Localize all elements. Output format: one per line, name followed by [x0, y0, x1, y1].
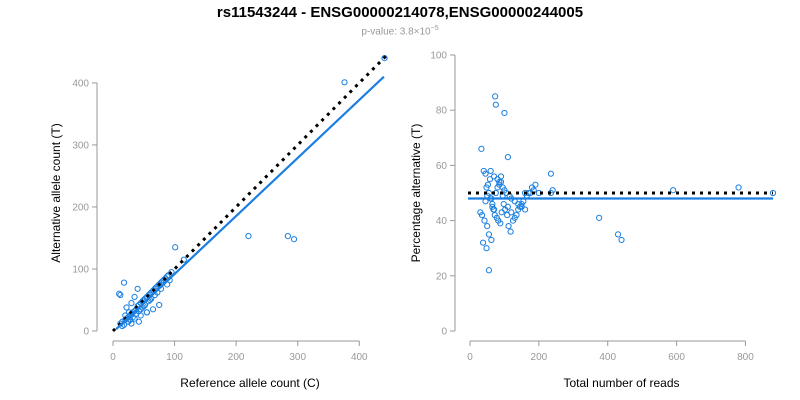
- left-data-point: [168, 268, 175, 276]
- right-y-tick-label: 100: [430, 51, 447, 62]
- right-x-axis-label: Total number of reads: [563, 376, 679, 390]
- left-data-point: [117, 291, 124, 299]
- left-data-point: [128, 320, 135, 327]
- right-data-point: [496, 178, 503, 186]
- left-y-tick-label: 400: [72, 78, 89, 89]
- right-data-point: [488, 236, 495, 244]
- right-data-point: [518, 200, 525, 208]
- right-data-point: [521, 189, 529, 197]
- left-x-tick-label: 300: [289, 352, 306, 363]
- right-data-point: [505, 223, 512, 230]
- right-data-point: [491, 206, 498, 213]
- left-data-point: [120, 279, 128, 286]
- right-data-point: [596, 214, 603, 221]
- left-data-point: [123, 304, 130, 311]
- right-x-tick-label: 400: [599, 352, 616, 363]
- right-scatter-panel: 0 20 40 60 80 100 0 200 400 600 800 Total number of…: [409, 51, 777, 390]
- right-data-point: [485, 267, 493, 274]
- right-data-point: [481, 217, 488, 224]
- right-data-point: [485, 231, 493, 238]
- right-data-point: [487, 167, 494, 175]
- right-y-tick-label: 40: [436, 216, 448, 227]
- right-x-tick-label: 800: [737, 352, 754, 363]
- right-data-point: [482, 170, 489, 177]
- p-value-text: p-value: 3.8×10: [361, 26, 431, 38]
- right-data-point: [497, 173, 505, 180]
- left-scatter-panel: 0 100 200 300 400 0 100 200 300 400 Reference alle…: [49, 53, 389, 390]
- right-data-point: [489, 200, 496, 208]
- right-data-point: [484, 223, 491, 230]
- chart-subtitle: p-value: 3.8×10−5: [0, 25, 800, 37]
- right-data-point: [478, 145, 485, 152]
- left-data-point: [156, 301, 163, 309]
- right-data-point: [507, 228, 514, 235]
- left-data-point: [135, 318, 142, 325]
- left-data-point: [245, 233, 252, 240]
- right-data-point: [494, 184, 501, 191]
- right-data-point: [769, 189, 777, 197]
- chart-title: rs11543244 - ENSG00000214078,ENSG0000024…: [216, 4, 584, 21]
- right-data-point: [735, 184, 742, 191]
- right-data-point: [532, 181, 539, 188]
- left-data-point: [134, 285, 141, 292]
- right-data-point: [504, 203, 511, 210]
- right-data-point: [504, 211, 511, 219]
- right-y-tick-label: 20: [436, 271, 448, 282]
- right-data-point: [498, 209, 505, 216]
- left-data-point: [116, 290, 123, 297]
- left-data-point: [290, 236, 298, 243]
- left-x-tick-label: 0: [110, 352, 116, 363]
- right-data-point: [492, 101, 499, 108]
- right-data-point: [497, 220, 504, 227]
- left-y-tick-label: 300: [72, 140, 89, 151]
- right-data-point: [614, 231, 622, 238]
- right-data-point: [492, 93, 499, 100]
- left-reference-line: [111, 53, 389, 333]
- right-y-tick-label: 80: [436, 106, 448, 117]
- right-data-point: [501, 109, 508, 117]
- left-data-point: [125, 318, 132, 325]
- left-y-tick-label: 0: [83, 327, 89, 338]
- left-data-point: [160, 277, 167, 284]
- right-x-tick-label: 200: [531, 352, 548, 363]
- right-x-tick-label: 600: [668, 352, 685, 363]
- left-data-point: [159, 278, 166, 285]
- right-data-point: [500, 200, 507, 208]
- right-data-point: [508, 209, 515, 216]
- right-y-axis-label: Percentage alternative (T): [409, 124, 423, 263]
- right-data-point: [477, 209, 484, 216]
- left-fit-line: [115, 75, 385, 330]
- right-y-tick-label: 60: [436, 161, 448, 172]
- right-data-point: [483, 184, 490, 191]
- left-x-tick-label: 400: [351, 352, 368, 363]
- left-data-point: [131, 293, 138, 300]
- right-data-point: [521, 206, 529, 213]
- p-value-exponent: −5: [430, 25, 439, 32]
- right-data-point: [479, 239, 487, 246]
- left-data-point: [341, 79, 348, 86]
- right-y-tick-label: 0: [441, 327, 447, 338]
- right-data-point: [670, 187, 677, 194]
- left-x-tick-label: 200: [228, 352, 245, 363]
- left-data-point: [143, 309, 150, 316]
- right-data-point: [486, 176, 494, 183]
- left-y-axis-label: Alternative allele count (T): [49, 123, 63, 262]
- right-data-point: [504, 154, 511, 161]
- right-x-tick-label: 0: [467, 352, 473, 363]
- left-x-tick-label: 100: [166, 352, 183, 363]
- right-data-point: [618, 236, 625, 244]
- left-x-axis-label: Reference allele count (C): [180, 376, 319, 390]
- left-data-point: [149, 306, 157, 313]
- left-data-point: [172, 244, 179, 251]
- left-data-point: [180, 256, 187, 263]
- left-y-tick-label: 100: [72, 264, 89, 275]
- right-data-point: [483, 245, 490, 252]
- left-data-point: [128, 299, 135, 307]
- right-data-point: [547, 170, 555, 177]
- right-data-point: [515, 206, 522, 213]
- left-data-point: [284, 233, 291, 240]
- left-y-tick-label: 200: [72, 202, 89, 213]
- right-data-point: [511, 214, 518, 221]
